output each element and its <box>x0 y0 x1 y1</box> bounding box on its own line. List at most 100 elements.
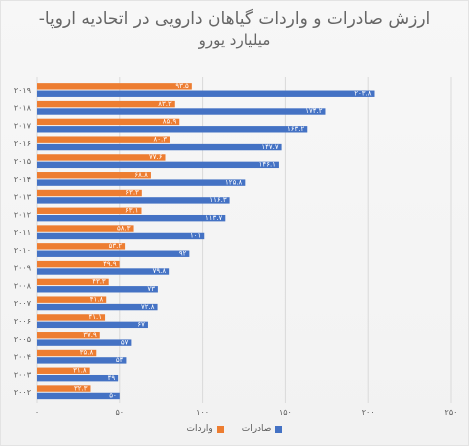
export-data-label: ۱۷۴.۲ <box>305 107 323 115</box>
import-data-label: ۳۱.۸ <box>73 366 87 374</box>
import-bar <box>37 154 166 161</box>
import-data-label: ۴۱.۱ <box>89 313 103 321</box>
import-bar <box>37 332 100 339</box>
import-data-label: ۸۰.۳ <box>153 135 167 143</box>
import-bar <box>37 349 97 357</box>
export-data-label: ۷۲.۸ <box>141 303 155 311</box>
import-bar <box>37 207 142 214</box>
export-data-label: ۶۷ <box>137 321 145 329</box>
y-tick-label: ۲۰۱۵ <box>14 157 31 166</box>
export-bar <box>37 179 246 186</box>
export-data-label: ۱۴۷.۷ <box>261 143 279 151</box>
export-bar <box>37 250 190 257</box>
export-bar <box>37 143 282 151</box>
import-data-label: ۷۷.۶ <box>149 153 163 161</box>
export-bar <box>37 303 158 311</box>
import-data-label: ۴۹.۹ <box>103 260 117 268</box>
import-bar <box>37 118 180 126</box>
import-data-label: ۹۳.۵ <box>175 82 189 90</box>
import-bar <box>37 314 106 321</box>
export-data-label: ۱۱۳.۷ <box>205 214 223 222</box>
x-tick-label: ۲۰۰ <box>362 408 375 417</box>
export-bar <box>37 126 308 133</box>
import-data-label: ۳۵.۸ <box>80 349 94 357</box>
legend-label-exports: صادرات <box>241 424 272 434</box>
export-data-label: ۱۰۱ <box>190 232 201 240</box>
import-bar <box>37 172 151 179</box>
import-bar <box>37 278 109 286</box>
y-tick-label: ۲۰۱۹ <box>14 86 31 95</box>
import-bar <box>37 189 142 197</box>
import-data-label: ۸۳.۲ <box>158 100 172 108</box>
export-bar <box>37 339 132 346</box>
import-bar <box>37 100 175 108</box>
import-data-label: ۵۳.۲ <box>109 242 123 250</box>
export-data-label: ۷۳ <box>147 285 155 293</box>
import-bar <box>37 83 192 90</box>
import-bar <box>37 296 107 303</box>
export-bar <box>37 214 226 222</box>
import-data-label: ۶۳.۳ <box>125 189 139 197</box>
x-tick-label: ۰ <box>35 408 39 417</box>
y-tick-label: ۲۰۰۸ <box>14 281 32 290</box>
export-data-label: ۱۱۶.۳ <box>209 196 227 204</box>
export-bar <box>37 161 279 169</box>
import-data-label: ۳۲.۳ <box>74 384 88 392</box>
import-data-label: ۳۷.۹ <box>83 331 97 339</box>
y-tick-label: ۲۰۱۶ <box>14 139 31 148</box>
import-bar <box>37 367 90 374</box>
export-data-label: ۱۲۵.۸ <box>225 178 243 186</box>
y-tick-label: ۲۰۰۶ <box>14 317 31 326</box>
export-bar <box>37 321 148 329</box>
export-data-label: ۱۶۳.۲ <box>287 125 305 133</box>
export-data-label: ۵۷ <box>121 338 129 346</box>
x-tick-label: ۲۵۰ <box>445 408 458 417</box>
export-bar <box>37 392 120 400</box>
y-tick-label: ۲۰۱۳ <box>14 193 32 202</box>
legend: صادرات واردات <box>1 424 468 434</box>
x-tick-label: ۱۰۰ <box>196 408 209 417</box>
y-tick-label: ۲۰۱۸ <box>14 104 32 113</box>
y-tick-label: ۲۰۰۹ <box>14 264 31 273</box>
export-bar <box>37 232 205 240</box>
x-tick-label: ۵۰ <box>116 408 125 417</box>
export-data-label: ۱۴۶.۱ <box>259 161 276 169</box>
export-data-label: ۷۹.۸ <box>153 267 167 275</box>
import-bar <box>37 385 91 392</box>
export-bar <box>37 374 119 382</box>
export-data-label: ۴۹ <box>108 374 116 382</box>
y-tick-label: ۲۰۰۷ <box>14 299 32 308</box>
import-data-label: ۶۸.۸ <box>134 171 148 179</box>
import-data-label: ۴۱.۸ <box>90 295 104 303</box>
export-bar <box>37 286 158 293</box>
export-bar <box>37 108 326 115</box>
y-tick-label: ۲۰۰۵ <box>14 335 31 344</box>
legend-swatch-exports <box>275 425 283 433</box>
chart-subtitle: میلیارد یورو <box>198 31 271 49</box>
legend-item-exports: صادرات <box>242 424 283 434</box>
import-data-label: ۴۳.۳ <box>92 278 106 286</box>
export-bar <box>37 197 230 204</box>
import-data-label: ۵۸.۳ <box>117 224 131 232</box>
y-tick-label: ۲۰۱۷ <box>14 121 32 130</box>
import-bar <box>37 243 126 250</box>
import-bar <box>37 225 134 232</box>
x-tick-label: ۱۵۰ <box>279 408 292 417</box>
legend-label-imports: واردات <box>186 424 213 434</box>
y-tick-label: ۲۰۰۲ <box>14 388 31 397</box>
legend-item-imports: واردات <box>187 424 224 434</box>
legend-swatch-imports <box>216 425 224 433</box>
chart-title: ارزش صادرات و واردات گیاهان دارویی در ات… <box>38 9 431 29</box>
export-bar <box>37 90 375 97</box>
y-tick-label: ۲۰۱۲ <box>14 210 31 219</box>
export-data-label: ۲۰۳.۸ <box>354 89 372 97</box>
y-tick-label: ۲۰۱۴ <box>14 175 31 184</box>
export-data-label: ۹۲ <box>179 249 187 257</box>
import-data-label: ۸۵.۹ <box>163 118 177 126</box>
import-bar <box>37 260 120 268</box>
y-tick-label: ۲۰۱۰ <box>14 246 31 255</box>
y-tick-label: ۲۰۰۴ <box>14 353 31 362</box>
export-bar <box>37 357 127 364</box>
